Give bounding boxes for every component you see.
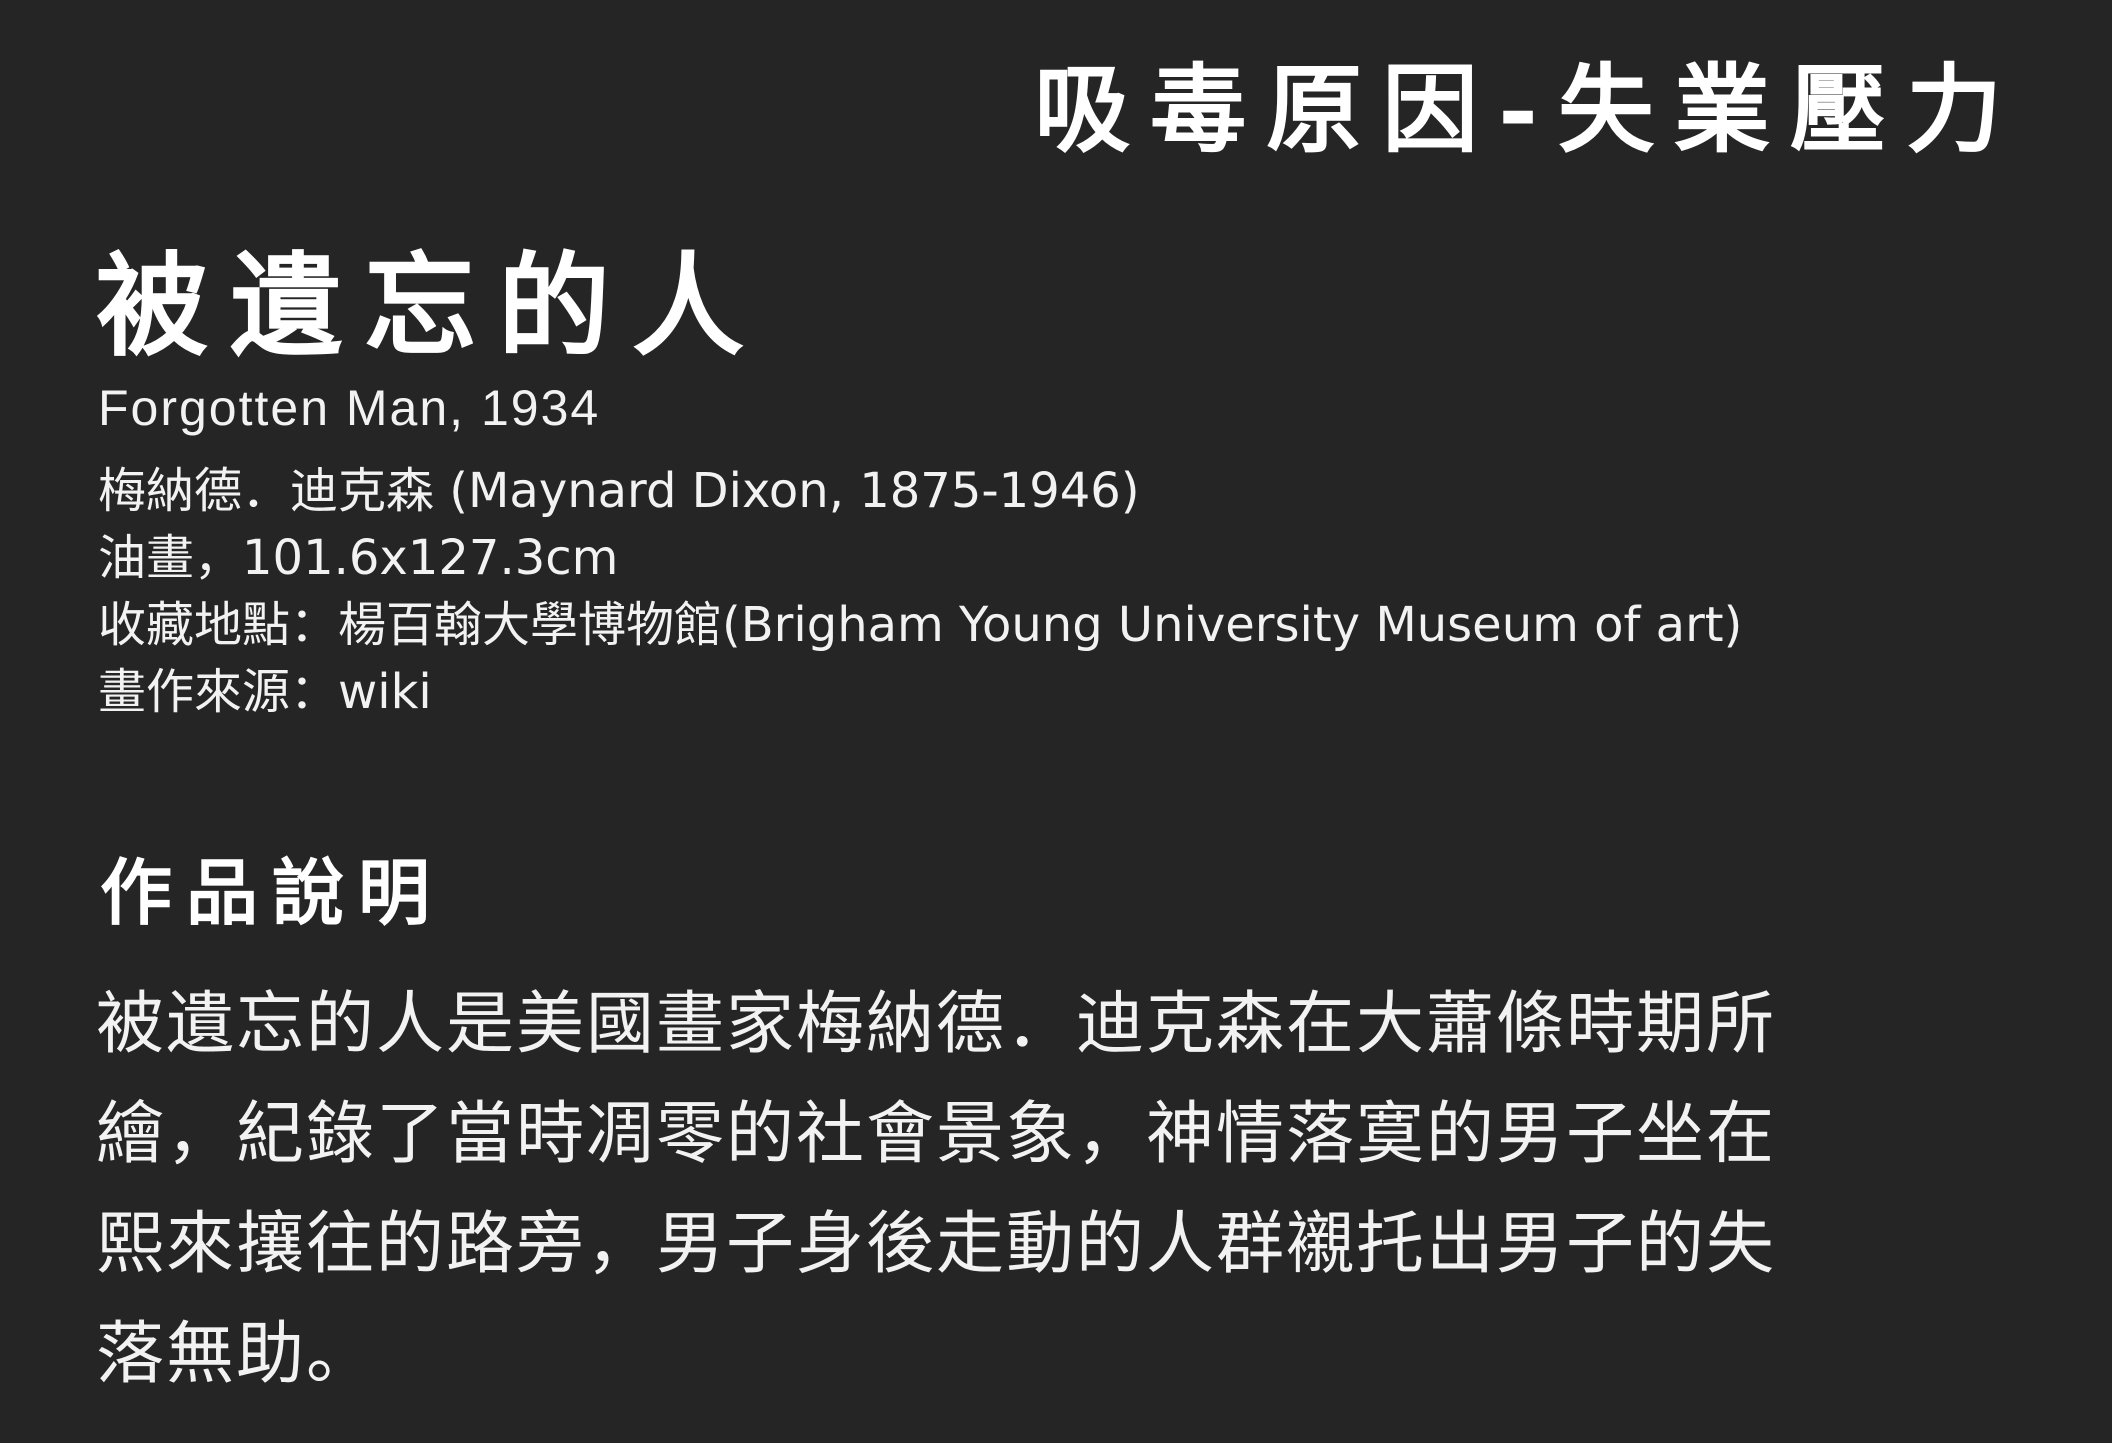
- section-title: 吸毒原因-失業壓力: [1034, 53, 2022, 166]
- source-line: 畫作來源：wiki: [98, 664, 432, 720]
- artwork-metadata: 梅納德．迪克森 (Maynard Dixon, 1875-1946) 油畫，10…: [98, 458, 1742, 726]
- collection-line: 收藏地點：楊百翰大學博物館(Brigham Young University M…: [98, 597, 1743, 653]
- artwork-english-title: Forgotten Man, 1934: [98, 380, 601, 436]
- description-body: 被遺忘的人是美國畫家梅納德．迪克森在大蕭條時期所 繪，紀錄了當時凋零的社會景象，…: [96, 970, 1876, 1410]
- artist-line: 梅納德．迪克森 (Maynard Dixon, 1875-1946): [98, 463, 1140, 519]
- description-heading: 作品說明: [100, 850, 445, 935]
- description-line: 被遺忘的人是美國畫家梅納德．迪克森在大蕭條時期所: [96, 985, 1777, 1064]
- description-line: 落無助。: [96, 1315, 377, 1394]
- description-line: 熙來攘往的路旁，男子身後走動的人群襯托出男子的失: [96, 1205, 1777, 1284]
- artwork-title: 被遺忘的人: [96, 241, 766, 372]
- medium-line: 油畫，101.6x127.3cm: [98, 530, 619, 586]
- description-line: 繪，紀錄了當時凋零的社會景象，神情落寞的男子坐在: [96, 1095, 1777, 1174]
